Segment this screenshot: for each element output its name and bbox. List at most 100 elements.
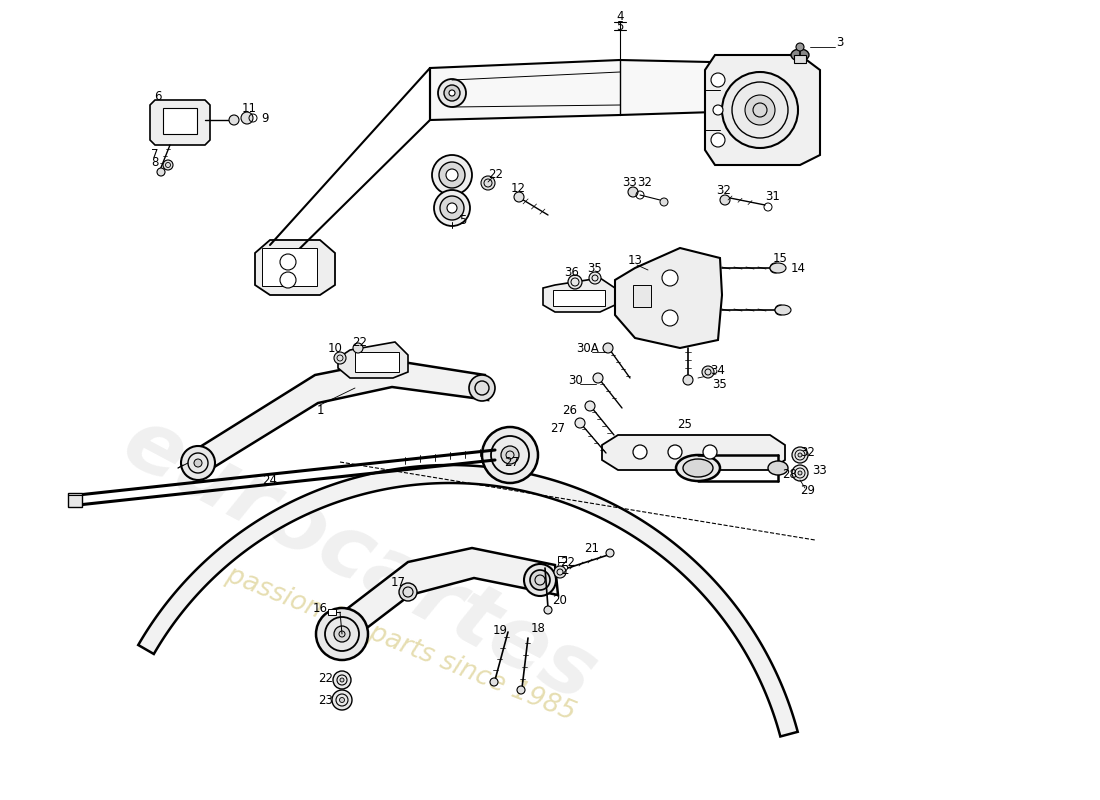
Text: 22: 22: [319, 671, 333, 685]
Circle shape: [792, 447, 808, 463]
Circle shape: [333, 671, 351, 689]
Circle shape: [194, 459, 202, 467]
Circle shape: [660, 198, 668, 206]
Circle shape: [517, 686, 525, 694]
Text: 33: 33: [623, 177, 637, 190]
Ellipse shape: [676, 455, 720, 481]
Circle shape: [722, 72, 798, 148]
Ellipse shape: [770, 263, 786, 273]
Circle shape: [703, 445, 717, 459]
Polygon shape: [602, 435, 785, 470]
Text: 27: 27: [550, 422, 565, 434]
Polygon shape: [255, 240, 336, 295]
Text: 30A: 30A: [576, 342, 600, 354]
Bar: [632, 285, 651, 307]
Circle shape: [340, 698, 344, 702]
Text: 1: 1: [317, 403, 323, 417]
Text: 35: 35: [713, 378, 727, 391]
Circle shape: [662, 310, 678, 326]
Circle shape: [449, 90, 455, 96]
Circle shape: [316, 608, 369, 660]
Circle shape: [434, 190, 470, 226]
Text: 23: 23: [319, 694, 333, 706]
Circle shape: [568, 275, 582, 289]
Text: 32: 32: [801, 446, 815, 458]
Polygon shape: [150, 100, 210, 145]
Circle shape: [500, 446, 519, 464]
Circle shape: [798, 471, 802, 475]
Circle shape: [745, 95, 776, 125]
Text: 3: 3: [836, 37, 844, 50]
Circle shape: [438, 79, 466, 107]
Text: 18: 18: [530, 622, 546, 634]
Text: 12: 12: [510, 182, 526, 194]
Text: 22: 22: [561, 555, 575, 569]
Circle shape: [334, 352, 346, 364]
Circle shape: [544, 606, 552, 614]
Text: 36: 36: [564, 266, 580, 278]
Circle shape: [353, 343, 363, 353]
Circle shape: [432, 155, 472, 195]
Circle shape: [332, 690, 352, 710]
Circle shape: [796, 43, 804, 51]
Bar: [328, 609, 336, 615]
Circle shape: [440, 196, 464, 220]
Circle shape: [792, 465, 808, 481]
Polygon shape: [705, 55, 820, 165]
Bar: [262, 248, 317, 286]
Text: 17: 17: [390, 575, 406, 589]
Circle shape: [713, 105, 723, 115]
Text: 8: 8: [152, 155, 158, 169]
Circle shape: [490, 678, 498, 686]
Text: 10: 10: [328, 342, 342, 354]
Bar: [355, 352, 399, 372]
Polygon shape: [195, 360, 488, 477]
Text: 32: 32: [716, 183, 732, 197]
Ellipse shape: [768, 461, 788, 475]
Circle shape: [163, 160, 173, 170]
Text: 20: 20: [552, 594, 568, 606]
Ellipse shape: [776, 305, 791, 315]
Circle shape: [447, 203, 456, 213]
Text: 25: 25: [678, 418, 692, 430]
Circle shape: [668, 445, 682, 459]
Text: 14: 14: [791, 262, 805, 274]
Circle shape: [444, 85, 460, 101]
Text: 33: 33: [813, 463, 827, 477]
Circle shape: [593, 373, 603, 383]
Text: 9: 9: [262, 111, 268, 125]
Bar: [794, 55, 806, 63]
Polygon shape: [336, 548, 558, 650]
Circle shape: [399, 583, 417, 601]
Circle shape: [340, 678, 344, 682]
Polygon shape: [139, 465, 798, 737]
Text: a passion for parts since 1985: a passion for parts since 1985: [200, 554, 580, 726]
Circle shape: [628, 187, 638, 197]
Circle shape: [575, 418, 585, 428]
Circle shape: [229, 115, 239, 125]
Text: 30: 30: [569, 374, 583, 386]
Text: 28: 28: [782, 469, 797, 482]
Bar: [68, 493, 82, 507]
Circle shape: [632, 445, 647, 459]
Text: 27: 27: [505, 455, 519, 469]
Text: 11: 11: [242, 102, 256, 114]
Text: 2: 2: [561, 563, 569, 577]
Text: 22: 22: [352, 335, 367, 349]
Text: 5: 5: [460, 214, 466, 226]
Text: 21: 21: [584, 542, 600, 554]
Text: 26: 26: [562, 403, 578, 417]
Circle shape: [482, 427, 538, 483]
Circle shape: [662, 270, 678, 286]
Circle shape: [157, 168, 165, 176]
Circle shape: [585, 401, 595, 411]
Polygon shape: [430, 60, 720, 120]
Circle shape: [182, 446, 214, 480]
Circle shape: [683, 375, 693, 385]
Circle shape: [334, 626, 350, 642]
Text: 29: 29: [801, 483, 815, 497]
Polygon shape: [615, 248, 722, 348]
Circle shape: [469, 375, 495, 401]
Text: 15: 15: [772, 251, 788, 265]
Circle shape: [554, 566, 566, 578]
